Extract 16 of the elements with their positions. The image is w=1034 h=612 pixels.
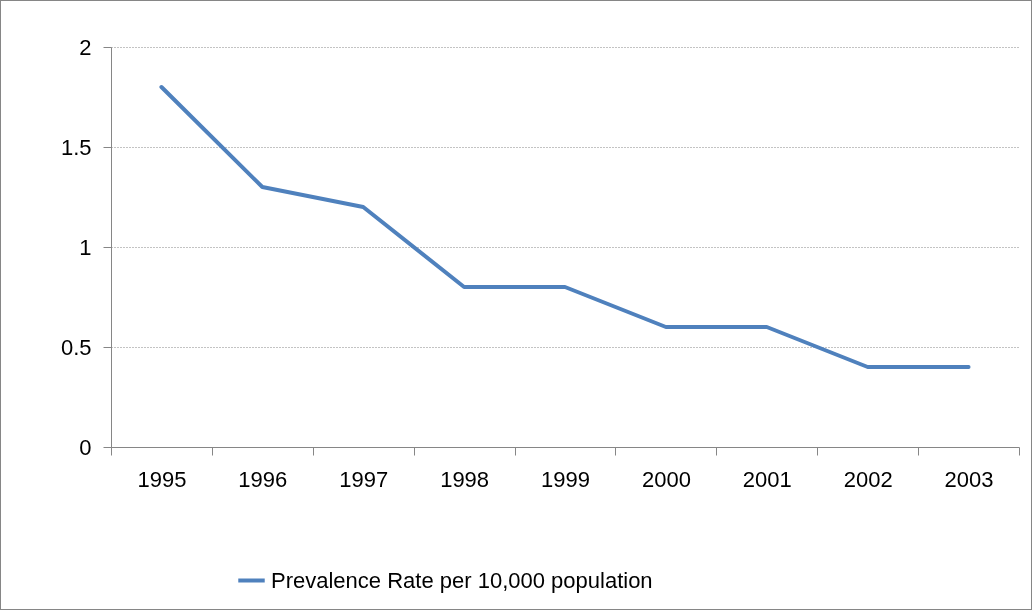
- y-tick-label: 2: [79, 34, 92, 60]
- x-tick-label: 1996: [238, 466, 288, 492]
- y-tick-label: 1.5: [60, 134, 92, 160]
- y-tick-label: 0: [79, 434, 92, 460]
- x-tick-label: 2002: [843, 466, 893, 492]
- x-tick-label: 1998: [440, 466, 490, 492]
- line-series: [159, 85, 971, 369]
- x-tick-label: 2001: [742, 466, 792, 492]
- x-tick-label: 1999: [541, 466, 590, 492]
- y-tick-label: 1: [79, 234, 92, 260]
- y-tick-label: 0.5: [60, 334, 92, 360]
- x-tick-label: 2003: [944, 466, 994, 492]
- x-tick-label: 2000: [641, 466, 691, 492]
- x-tick-label: 1997: [339, 466, 389, 492]
- legend-label: Prevalence Rate per 10,000 population: [271, 567, 653, 593]
- x-tick-label: 1995: [137, 466, 187, 492]
